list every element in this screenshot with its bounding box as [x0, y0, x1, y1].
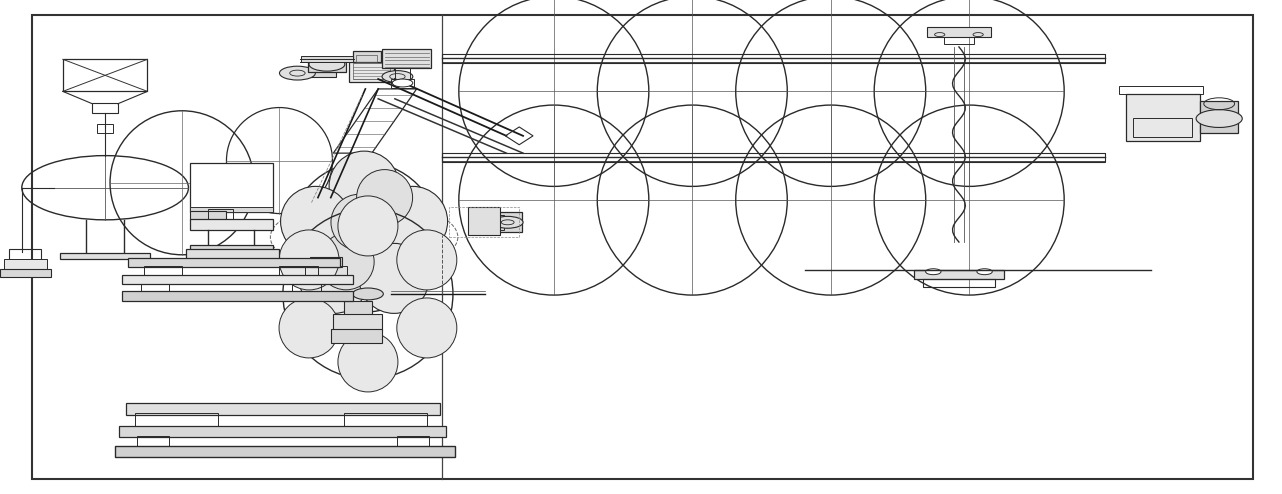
Ellipse shape	[338, 332, 397, 392]
Bar	[1200, 101, 1238, 133]
Bar	[1119, 86, 1203, 94]
Ellipse shape	[279, 230, 338, 290]
Bar	[301, 56, 353, 62]
Bar	[9, 249, 41, 262]
Bar	[353, 51, 381, 62]
Bar	[1126, 94, 1200, 141]
Ellipse shape	[329, 151, 399, 221]
Bar	[923, 279, 995, 287]
Ellipse shape	[299, 244, 369, 313]
Bar	[208, 209, 233, 221]
Bar	[122, 275, 353, 284]
Bar	[135, 413, 218, 427]
Bar	[468, 207, 500, 235]
Bar	[190, 219, 273, 230]
Bar	[395, 68, 410, 80]
Bar	[349, 62, 394, 82]
Ellipse shape	[356, 169, 413, 226]
Bar	[344, 301, 372, 316]
Circle shape	[392, 79, 413, 87]
Bar	[485, 215, 504, 230]
Bar	[344, 413, 427, 427]
Bar	[944, 37, 974, 44]
Bar	[285, 70, 336, 77]
Bar	[308, 57, 346, 72]
Bar	[186, 249, 279, 259]
Circle shape	[382, 71, 413, 82]
Circle shape	[1196, 110, 1242, 127]
Bar	[190, 207, 273, 212]
Bar	[115, 446, 455, 457]
Bar	[391, 79, 414, 88]
Bar	[353, 63, 390, 79]
Bar	[1133, 118, 1192, 137]
Circle shape	[492, 216, 523, 228]
Ellipse shape	[281, 186, 350, 256]
Bar	[126, 403, 440, 415]
Bar	[356, 55, 377, 62]
Ellipse shape	[331, 194, 387, 250]
Ellipse shape	[359, 244, 429, 313]
Circle shape	[346, 230, 382, 244]
Bar	[122, 291, 353, 301]
Bar	[97, 124, 113, 133]
Bar	[927, 27, 991, 37]
Bar	[190, 163, 273, 212]
Circle shape	[977, 269, 992, 275]
Bar	[331, 329, 382, 343]
Bar	[494, 212, 522, 232]
Bar	[292, 284, 320, 292]
Ellipse shape	[279, 298, 338, 358]
Bar	[914, 270, 1004, 279]
Bar	[119, 426, 446, 437]
Ellipse shape	[338, 196, 397, 256]
Ellipse shape	[397, 298, 456, 358]
Bar	[190, 245, 273, 250]
Bar	[382, 49, 431, 68]
Bar	[305, 266, 347, 277]
Bar	[141, 284, 169, 292]
Bar	[333, 314, 382, 331]
Bar	[397, 436, 429, 447]
Bar	[60, 253, 150, 259]
Bar	[4, 259, 47, 272]
Bar	[449, 207, 519, 237]
Bar	[279, 266, 318, 277]
Circle shape	[309, 57, 345, 71]
Bar	[442, 54, 1105, 63]
Ellipse shape	[378, 186, 447, 256]
Bar	[190, 211, 226, 220]
Bar	[310, 257, 342, 267]
Bar	[144, 266, 182, 277]
Ellipse shape	[397, 230, 456, 290]
Bar	[442, 153, 1105, 162]
Bar	[137, 436, 169, 447]
Bar	[92, 103, 118, 113]
Bar	[128, 258, 340, 267]
Bar	[0, 269, 51, 277]
Bar	[63, 59, 147, 91]
Circle shape	[279, 66, 315, 80]
Circle shape	[926, 269, 941, 275]
Ellipse shape	[318, 234, 374, 290]
Circle shape	[353, 288, 383, 300]
